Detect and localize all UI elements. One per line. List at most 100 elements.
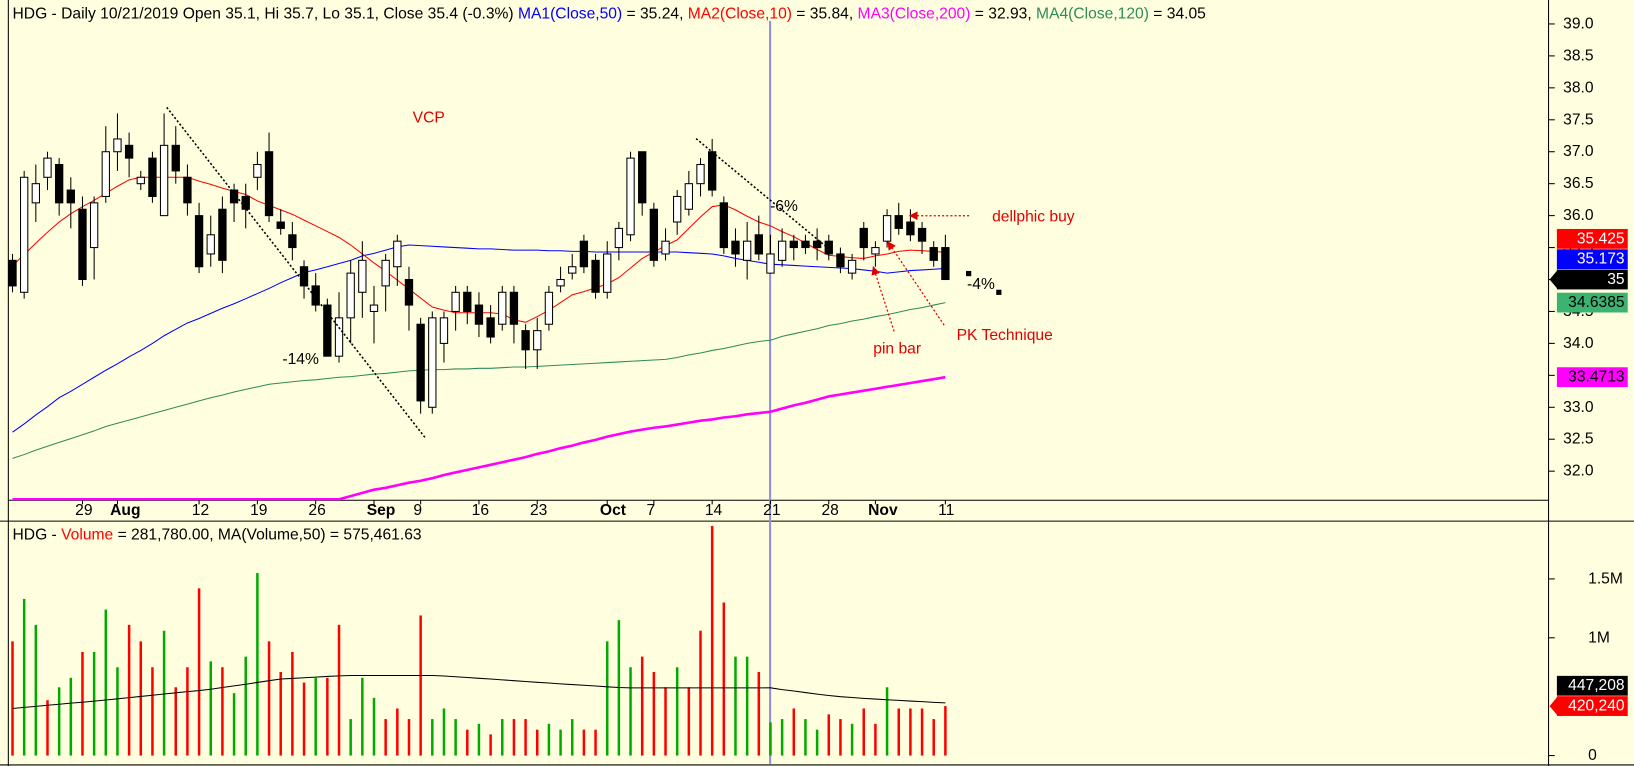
y-tick-label: 33.0 [1563,399,1594,416]
volume-bar [22,598,26,756]
volume-bar [734,656,737,756]
candle-body [824,240,833,255]
panel-header: HDG - Volume = 281,780.00, MA(Volume,50)… [13,526,422,543]
volume-bar [34,624,38,756]
volume-bar [174,687,178,756]
header-part: MA2(Close,10) [688,5,792,22]
volume-bar [244,656,247,756]
volume-bar [629,667,632,756]
volume-bar [909,708,912,756]
volume-bar [116,667,119,756]
y-tick-label: 36.5 [1563,175,1594,192]
candle-body [113,138,122,153]
volume-bar [815,729,819,756]
price-tag [1556,292,1628,313]
candle-body [917,227,927,242]
volume-bar [361,677,364,756]
volume-bar [652,671,656,756]
candle-body [66,189,75,204]
candle-body [731,240,740,255]
volume-bar [127,624,131,756]
candle-body [288,234,297,249]
candle-body [906,221,915,236]
volume-bar [675,667,679,756]
header-part: = 35.24, [622,5,688,22]
volume-bar [839,719,842,756]
candle-body [614,227,624,249]
volume-bar [687,687,691,756]
candle-body [789,240,798,249]
candle-body [381,259,390,287]
candle-body [859,227,868,249]
x-tick-label: Aug [110,502,140,519]
candle-body [603,253,612,293]
volume-bar [699,630,702,756]
candle-body [696,163,705,185]
candle-body [684,183,694,210]
volume-bar [769,722,772,756]
candle-body [544,291,554,325]
candle-body [148,157,157,197]
y-tick-label: 37.5 [1563,111,1594,128]
candle-body [241,195,250,210]
volume-bar [804,719,807,756]
volume-bar [920,708,924,756]
x-tick-label: 23 [530,502,547,519]
tag-label: 447,208 [1568,677,1625,694]
candle-body [882,215,892,242]
price-tag [1556,228,1628,249]
candle-body [311,285,320,306]
y-tick-label: 36.0 [1563,207,1594,224]
candle-body [929,247,938,261]
candle-body [766,253,775,274]
volume-bar [197,588,201,756]
annotation: -6% [770,198,798,215]
candle-body [218,208,227,261]
volume-ma-line [12,674,946,709]
header-part: HDG - Daily 10/21/2019 Open 35.1, Hi 35.… [13,5,518,22]
candle-body [253,163,262,178]
x-tick-label: 12 [192,502,209,519]
volume-bar [314,677,317,756]
volume-bar [710,525,714,756]
annotation: pin bar [873,341,921,358]
volume-bar [722,602,726,756]
projection-dot [996,289,1002,295]
candle-body [264,151,274,217]
candle-body [8,259,17,287]
candle-body [171,144,180,172]
volume-bar [11,641,14,756]
candle-body [323,304,332,357]
annotation-lines [166,106,1002,439]
candle-body [661,240,670,255]
trend-line [166,106,426,439]
candle-body [194,215,204,268]
volume-bar [640,656,644,756]
candle-body [871,247,880,255]
candle-body [579,240,589,268]
ma-line [12,375,946,501]
volume-bar [232,693,236,756]
candle-body [229,189,239,204]
x-tick-label: Oct [600,502,627,519]
candle-body [276,221,285,229]
volume-bar [664,687,667,756]
price-tag [1556,269,1628,290]
volume-bar [209,661,212,756]
candle-body [299,266,309,287]
volume-bar [419,615,422,756]
volume-bar [337,624,341,756]
y-tick-label: 32.5 [1563,431,1594,448]
candle-body [101,151,110,197]
volume-bar [349,719,352,756]
header-part: Volume [61,526,113,543]
volume-bar [605,641,609,756]
tag-pointer [1549,696,1558,716]
volume-bar [466,729,469,756]
candle-body [43,157,52,178]
candle-body [334,317,344,357]
volume-bar [326,677,329,756]
candle-body [463,291,472,312]
volume-bar [582,729,586,756]
